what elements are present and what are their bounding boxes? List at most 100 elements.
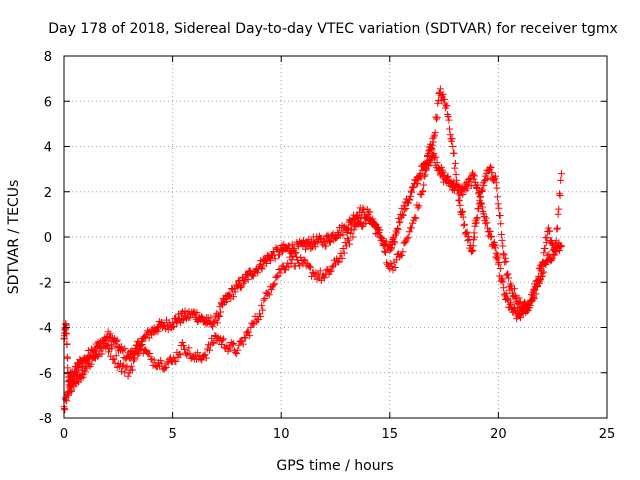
data-point: [207, 314, 215, 322]
data-point: [98, 350, 106, 358]
data-point: [540, 249, 548, 257]
data-point: [215, 312, 223, 320]
data-point: [239, 340, 247, 348]
data-point: [271, 255, 279, 263]
data-point: [79, 373, 87, 381]
x-tick-label: 25: [599, 427, 616, 442]
data-point: [71, 369, 79, 377]
x-tick-label: 15: [382, 427, 399, 442]
data-point: [158, 360, 166, 368]
data-point: [141, 332, 149, 340]
data-point: [63, 354, 71, 362]
data-point: [473, 215, 481, 223]
data-point: [446, 125, 454, 133]
data-point: [296, 262, 304, 270]
data-point: [424, 151, 432, 159]
data-point: [403, 235, 411, 243]
data-point: [492, 179, 500, 187]
data-point: [459, 191, 467, 199]
data-point: [467, 182, 475, 190]
data-point: [337, 250, 345, 258]
y-tick-label: 6: [44, 95, 52, 110]
data-point: [146, 349, 154, 357]
data-point: [430, 133, 438, 141]
x-tick-label: 20: [490, 427, 507, 442]
data-point: [510, 285, 518, 293]
data-point: [201, 351, 209, 359]
data-point: [154, 328, 162, 336]
data-point: [439, 168, 447, 176]
y-tick-label: 0: [44, 231, 52, 246]
data-point: [245, 328, 253, 336]
data-point: [420, 172, 428, 180]
data-point: [73, 365, 81, 373]
data-point: [128, 366, 136, 374]
data-point: [290, 244, 298, 252]
data-point: [544, 252, 552, 260]
data-point: [333, 233, 341, 241]
data-point: [504, 295, 512, 303]
data-point: [473, 214, 481, 222]
data-point: [423, 159, 431, 167]
data-point: [464, 236, 472, 244]
data-point: [61, 406, 69, 414]
data-point: [150, 356, 158, 364]
data-point: [492, 172, 500, 180]
data-point: [122, 364, 130, 372]
data-point: [87, 360, 95, 368]
data-point: [406, 196, 414, 204]
data-point: [345, 236, 353, 244]
y-tick-label: -8: [39, 412, 52, 427]
data-point: [220, 335, 228, 343]
data-point: [452, 170, 460, 178]
data-point: [494, 200, 502, 208]
data-point: [134, 351, 142, 359]
data-point: [446, 131, 454, 139]
data-point: [496, 264, 504, 272]
data-point: [273, 273, 281, 281]
data-point: [372, 229, 380, 237]
data-point: [422, 165, 430, 173]
data-point: [464, 181, 472, 189]
data-point: [529, 288, 537, 296]
data-point: [337, 227, 345, 235]
data-point: [259, 306, 267, 314]
data-point: [264, 289, 272, 297]
data-point: [432, 115, 440, 123]
data-point: [429, 138, 437, 146]
data-point: [307, 263, 315, 271]
data-point: [484, 174, 492, 182]
data-point: [434, 164, 442, 172]
data-point: [550, 244, 558, 252]
data-point: [121, 345, 129, 353]
data-point: [210, 318, 218, 326]
data-point: [460, 221, 468, 229]
data-point: [421, 171, 429, 179]
data-point: [226, 345, 234, 353]
data-point: [420, 181, 428, 189]
data-point: [399, 211, 407, 219]
data-point: [557, 242, 565, 250]
data-point: [170, 354, 178, 362]
data-point: [494, 193, 502, 201]
data-point: [237, 284, 245, 292]
data-point: [473, 184, 481, 192]
data-point: [272, 244, 280, 252]
data-point: [505, 274, 513, 282]
x-tick-label: 0: [60, 427, 68, 442]
y-tick-label: 8: [44, 50, 52, 65]
data-point: [338, 254, 346, 262]
data-point: [378, 235, 386, 243]
data-point: [443, 173, 451, 181]
data-point: [497, 220, 505, 228]
data-point: [162, 363, 170, 371]
data-point: [126, 354, 134, 362]
data-point: [455, 197, 463, 205]
data-point: [300, 256, 308, 264]
data-point: [63, 341, 71, 349]
data-point: [285, 242, 293, 250]
data-point: [468, 248, 476, 256]
data-point: [292, 253, 300, 261]
data-point: [526, 302, 534, 310]
data-point: [170, 322, 178, 330]
